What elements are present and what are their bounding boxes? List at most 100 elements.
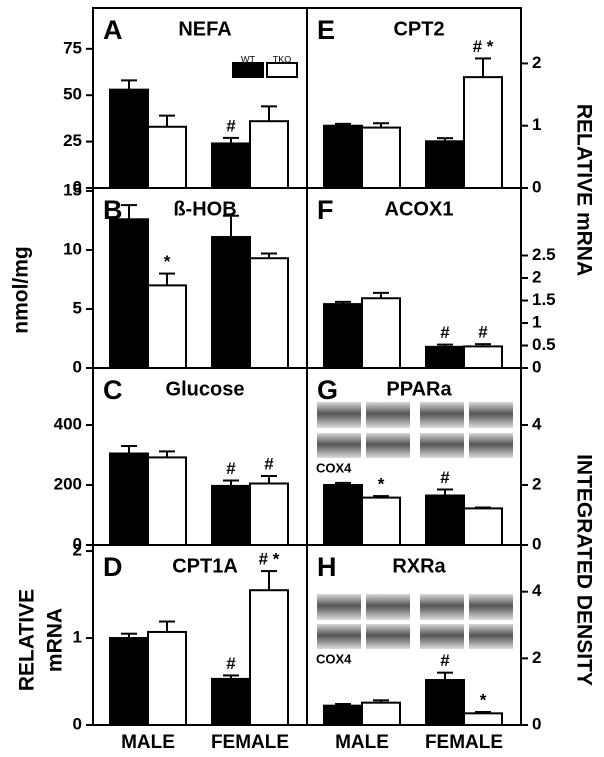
y-tick-label: 200	[54, 474, 82, 493]
legend-label: TKO	[273, 54, 292, 64]
y-tick-label: 2.5	[532, 245, 556, 264]
bar	[463, 712, 503, 726]
blot-band	[317, 594, 361, 620]
bar	[147, 284, 187, 369]
bar	[109, 88, 149, 189]
significance-label: #	[264, 454, 274, 473]
significance-label: # *	[473, 37, 494, 56]
x-tick-label: MALE	[335, 732, 389, 753]
x-tick-label: FEMALE	[211, 732, 289, 753]
y-tick-label: 0	[532, 177, 541, 196]
blot-band	[317, 402, 361, 428]
y-tick-label: 1	[532, 312, 541, 331]
bar	[361, 496, 401, 547]
panel-title: NEFA	[178, 18, 231, 40]
y-tick-label: 50	[63, 85, 82, 104]
x-tick-label: MALE	[121, 732, 175, 753]
significance-label: #	[440, 323, 450, 342]
panel-frame	[306, 544, 522, 726]
bar	[425, 494, 465, 546]
panel-title: Glucose	[166, 378, 245, 400]
y-tick-label: 0	[532, 357, 541, 376]
panel-title: RXRa	[392, 555, 446, 577]
panel-title: PPARa	[386, 378, 452, 400]
bar	[147, 125, 187, 189]
significance-label: #	[478, 323, 488, 342]
panel-letter: B	[103, 195, 123, 225]
bar	[249, 257, 289, 370]
y-axis-label: RELATIVE	[16, 589, 39, 691]
bar	[425, 679, 465, 726]
blot-band	[366, 433, 410, 458]
bar	[425, 140, 465, 190]
significance-label: #	[226, 116, 236, 135]
panel-letter: C	[103, 375, 123, 405]
bar	[211, 142, 251, 189]
bar	[323, 303, 363, 370]
panel-letter: F	[317, 195, 334, 225]
bar	[463, 76, 503, 189]
bar	[425, 345, 465, 370]
significance-label: # *	[259, 550, 280, 569]
blot-band	[366, 402, 410, 428]
bar	[211, 677, 251, 726]
panel-title: ACOX1	[385, 198, 454, 220]
panel-letter: H	[317, 552, 337, 582]
y-tick-label: 400	[54, 414, 82, 433]
bar	[361, 297, 401, 369]
blot-band	[366, 594, 410, 620]
bar	[361, 701, 401, 727]
significance-label: #	[226, 459, 236, 478]
y-tick-label: 2	[532, 474, 541, 493]
y-tick-label: 4	[532, 414, 542, 433]
y-tick-label: 2	[532, 648, 541, 667]
significance-label: *	[164, 252, 171, 271]
y-tick-label: 1.5	[532, 290, 556, 309]
panel-letter: E	[317, 15, 335, 45]
y-tick-label: 0	[73, 177, 82, 196]
blot-label: COX4	[316, 651, 352, 666]
bar	[463, 507, 503, 546]
bar	[211, 484, 251, 546]
bar	[249, 589, 289, 727]
bar	[249, 120, 289, 189]
bar	[109, 218, 149, 369]
blot-band	[469, 433, 513, 458]
bar	[109, 452, 149, 546]
blot-band	[469, 624, 513, 649]
y-tick-label: 15	[63, 180, 82, 199]
blot-band	[420, 594, 464, 620]
y-tick-label: 2	[532, 267, 541, 286]
y-axis-label: nmol/mg	[10, 246, 33, 334]
bar	[249, 482, 289, 546]
bar	[323, 484, 363, 546]
panel-letter: G	[317, 375, 338, 405]
panel-letter: A	[103, 15, 123, 45]
y-tick-label: 2	[73, 541, 82, 560]
y-tick-label: 0	[532, 534, 541, 553]
blot-band	[469, 402, 513, 428]
significance-label: *	[378, 475, 385, 494]
legend-label: WT	[241, 54, 255, 64]
significance-label: *	[480, 690, 487, 709]
y-axis-label: INTEGRATED DENSITY	[572, 454, 595, 686]
panel-title: ß-HOB	[173, 198, 236, 220]
panel-title: CPT1A	[172, 555, 238, 577]
blot-band	[317, 433, 361, 458]
legend-swatch	[232, 62, 264, 78]
y-axis-label: mRNA	[44, 608, 67, 672]
panel-letter: D	[103, 552, 123, 582]
blot-band	[366, 624, 410, 649]
y-tick-label: 0	[73, 534, 82, 553]
y-tick-label: 0.5	[532, 335, 556, 354]
significance-label: #	[440, 651, 450, 670]
x-tick-label: FEMALE	[425, 732, 503, 753]
blot-band	[420, 402, 464, 428]
y-axis-label: RELATIVE mRNA	[572, 104, 595, 276]
bar	[109, 637, 149, 726]
y-tick-label: 4	[532, 581, 542, 600]
significance-label: #	[440, 468, 450, 487]
bar	[211, 235, 251, 369]
blot-band	[420, 624, 464, 649]
